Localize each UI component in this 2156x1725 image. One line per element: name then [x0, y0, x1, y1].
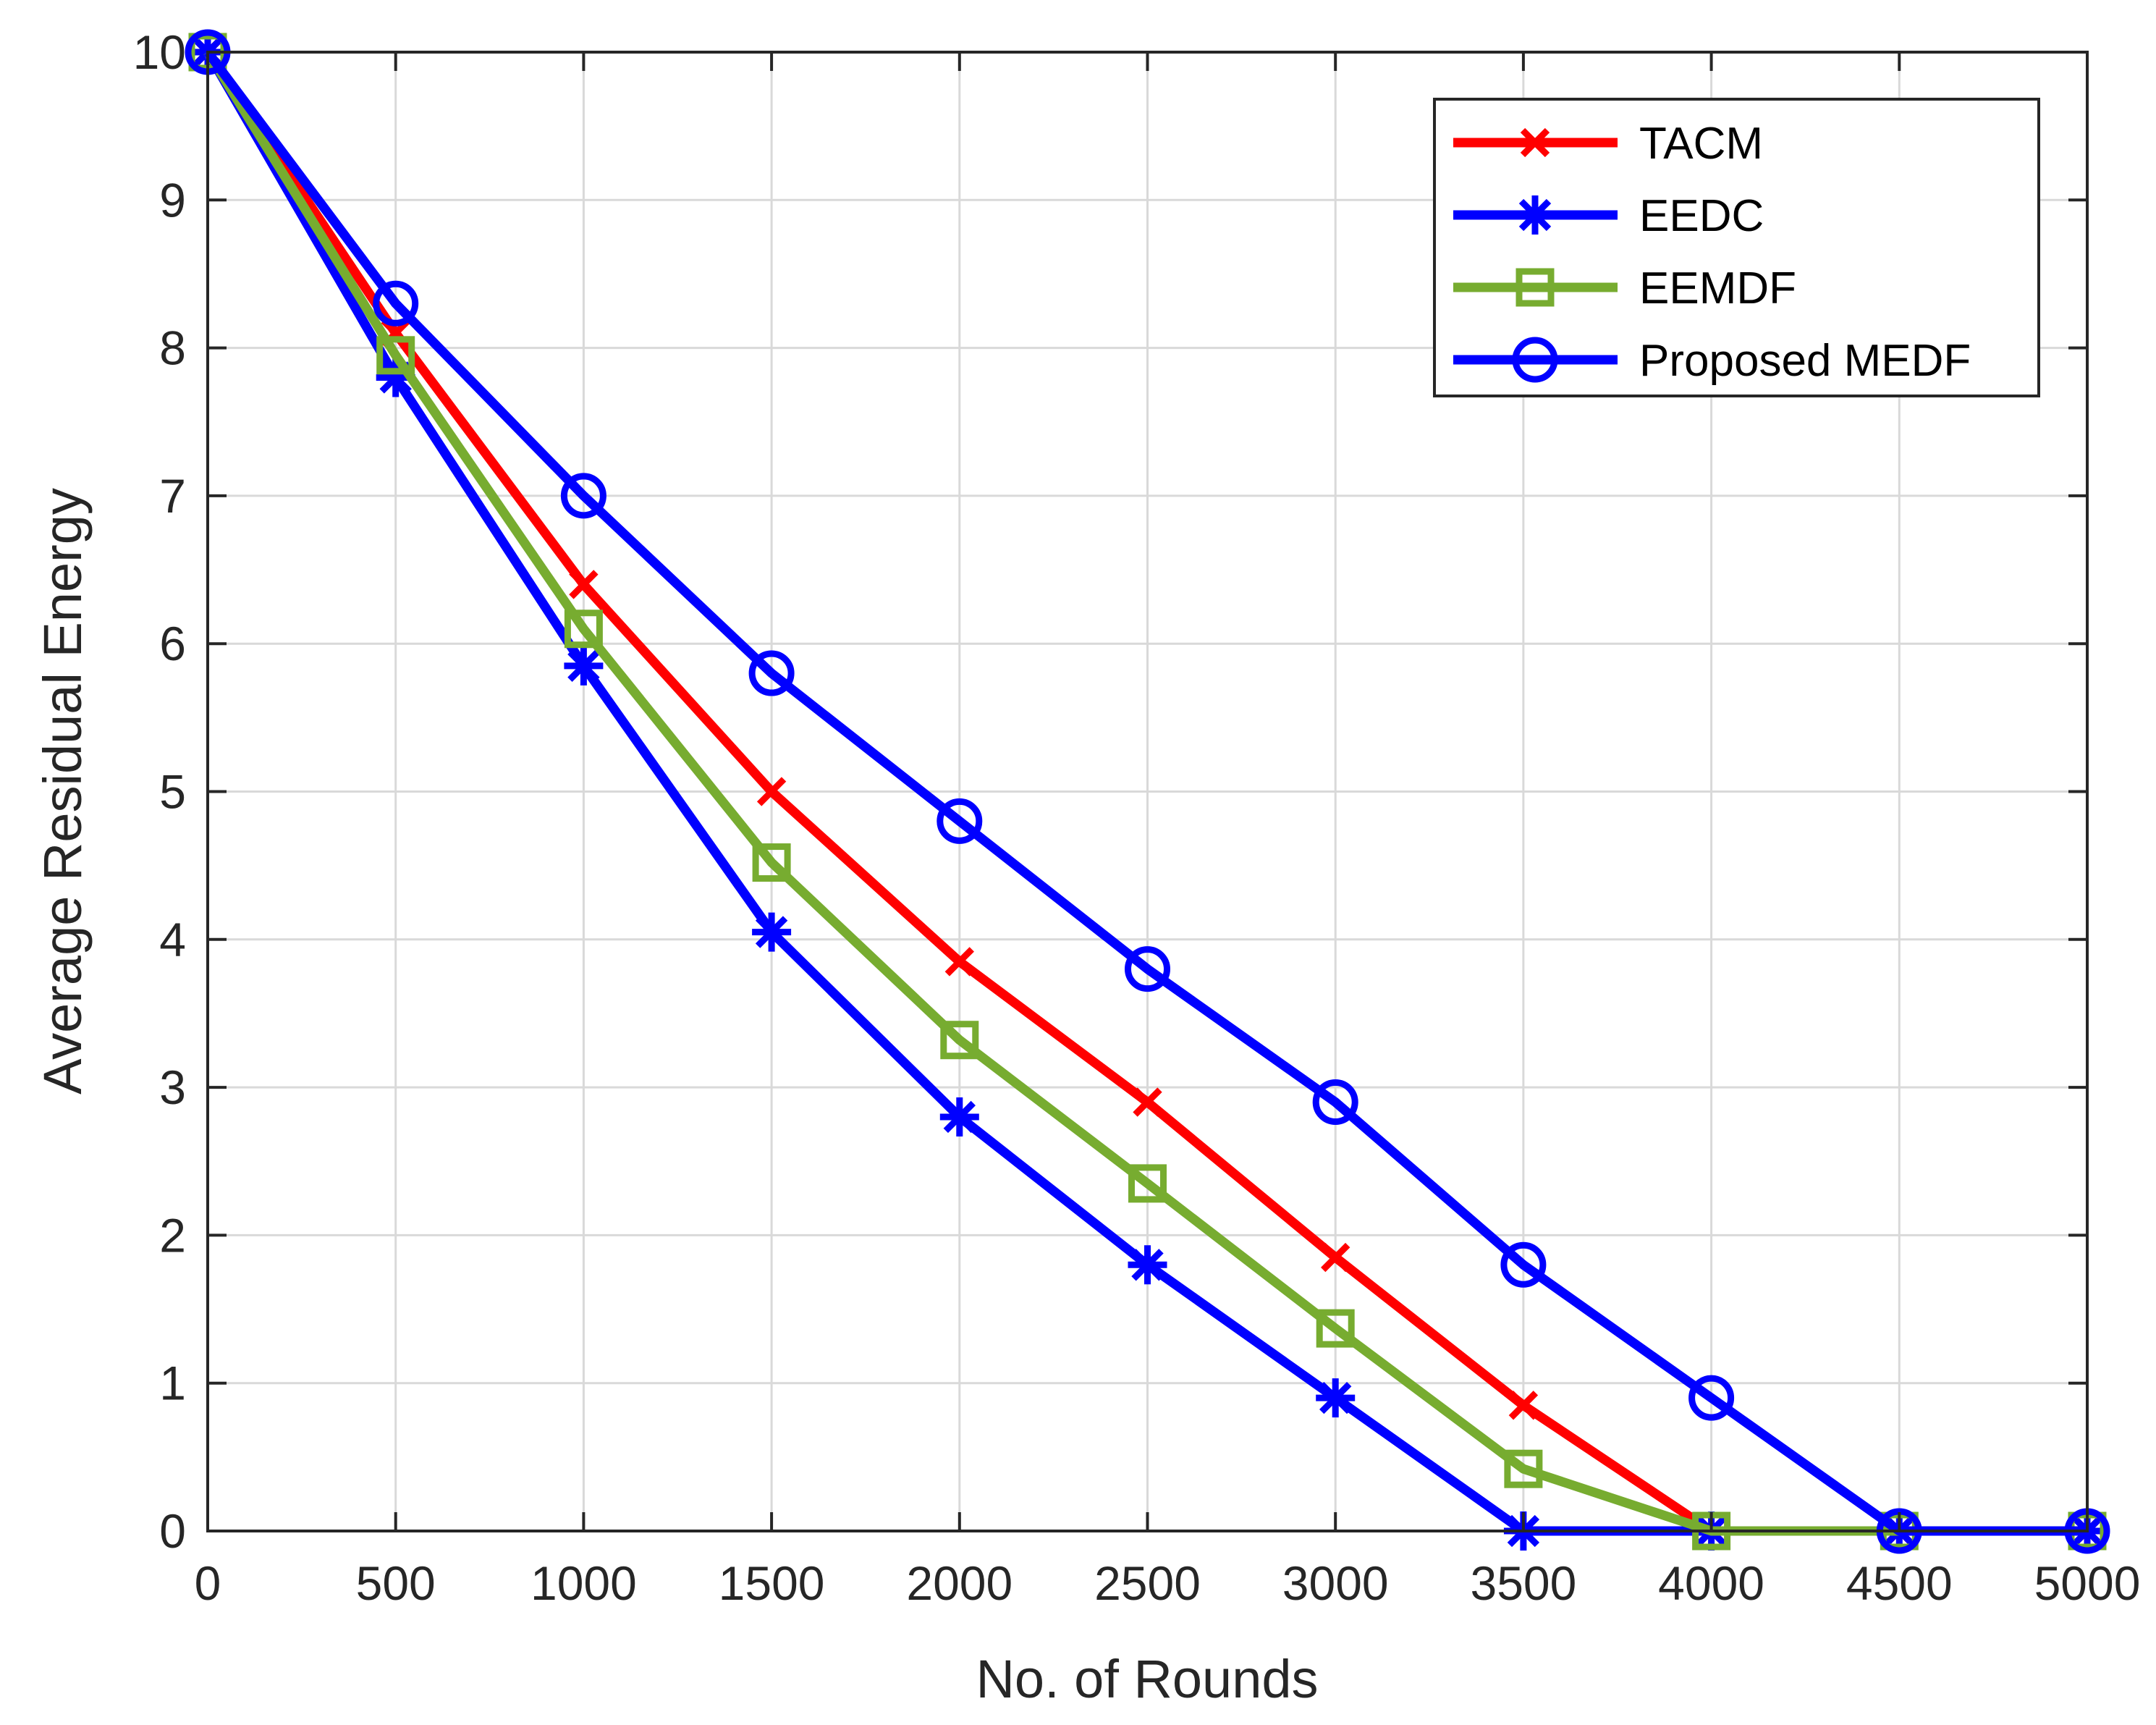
series-line: [203, 49, 2087, 1536]
legend-label: EEMDF: [1639, 263, 1796, 313]
y-tick-label: 9: [159, 173, 186, 227]
x-tick-label: 1500: [719, 1556, 825, 1610]
data-point: [1321, 1242, 1350, 1273]
x-tick-label: 3500: [1470, 1556, 1576, 1610]
legend-marker: [1512, 337, 1558, 383]
legend-item: TACM: [1453, 119, 1763, 169]
x-tick-label: 1000: [530, 1556, 637, 1610]
y-tick-label: 2: [159, 1208, 186, 1262]
x-tick-label: 2500: [1094, 1556, 1201, 1610]
data-point: [564, 646, 604, 686]
y-tick-label: 10: [133, 25, 186, 79]
data-point: [1316, 1378, 1356, 1418]
x-tick-label: 500: [356, 1556, 436, 1610]
x-axis-label: No. of Rounds: [976, 1649, 1318, 1709]
data-point: [1128, 1245, 1167, 1285]
data-point: [1508, 1391, 1539, 1420]
legend-label: EEDC: [1639, 191, 1764, 241]
data-point: [1312, 1079, 1358, 1126]
legend-marker: [1515, 268, 1555, 307]
data-point: [1504, 1449, 1543, 1488]
x-tick-label: 2000: [906, 1556, 1013, 1610]
legend-item: Proposed MEDF: [1453, 336, 1971, 386]
data-point: [752, 843, 791, 882]
y-axis-label: Average Residual Energy: [33, 488, 93, 1095]
axis-ticks: 0 500 1000 1500 2000 2500 3000 3500 4000 4500 5000…: [133, 25, 2141, 1610]
data-point: [752, 912, 792, 952]
data-point: [1688, 1375, 1735, 1421]
y-tick-label: 6: [159, 617, 186, 670]
y-tick-label: 7: [159, 469, 186, 523]
data-point: [748, 650, 795, 696]
y-tick-label: 8: [159, 321, 186, 375]
legend-item: EEDC: [1453, 191, 1764, 241]
y-tick-label: 3: [159, 1060, 186, 1114]
data-point: [1125, 946, 1170, 992]
x-tick-label: 5000: [2034, 1556, 2141, 1610]
legend: TACM EEDC EEMDF Proposed MEDF: [1433, 98, 2040, 397]
y-tick-label: 0: [159, 1504, 186, 1558]
legend-label: Proposed MEDF: [1639, 336, 1971, 386]
data-point: [560, 473, 606, 519]
data-point: [564, 610, 603, 649]
data-point: [944, 947, 974, 977]
data-point: [937, 798, 983, 844]
x-tick-label: 0: [195, 1556, 221, 1610]
legend-box: [1433, 98, 2040, 397]
data-point: [1128, 1164, 1167, 1203]
data-point: [940, 1021, 979, 1060]
x-tick-label: 4500: [1846, 1556, 1953, 1610]
data-point: [1500, 1241, 1547, 1288]
y-tick-label: 4: [159, 913, 186, 966]
y-tick-label: 5: [159, 765, 186, 819]
legend-label: TACM: [1639, 119, 1763, 169]
data-point: [756, 777, 787, 806]
data-point: [939, 1097, 979, 1136]
data-point: [376, 336, 415, 375]
x-tick-label: 4000: [1658, 1556, 1764, 1610]
data-point: [1133, 1087, 1162, 1117]
legend-item: EEMDF: [1453, 263, 1796, 313]
data-point: [373, 280, 419, 326]
x-tick-label: 3000: [1282, 1556, 1389, 1610]
data-point: [1316, 1309, 1355, 1348]
y-tick-label: 1: [159, 1357, 186, 1410]
legend-marker: [1520, 127, 1550, 158]
legend-marker: [1515, 195, 1555, 235]
data-point: [569, 570, 599, 599]
